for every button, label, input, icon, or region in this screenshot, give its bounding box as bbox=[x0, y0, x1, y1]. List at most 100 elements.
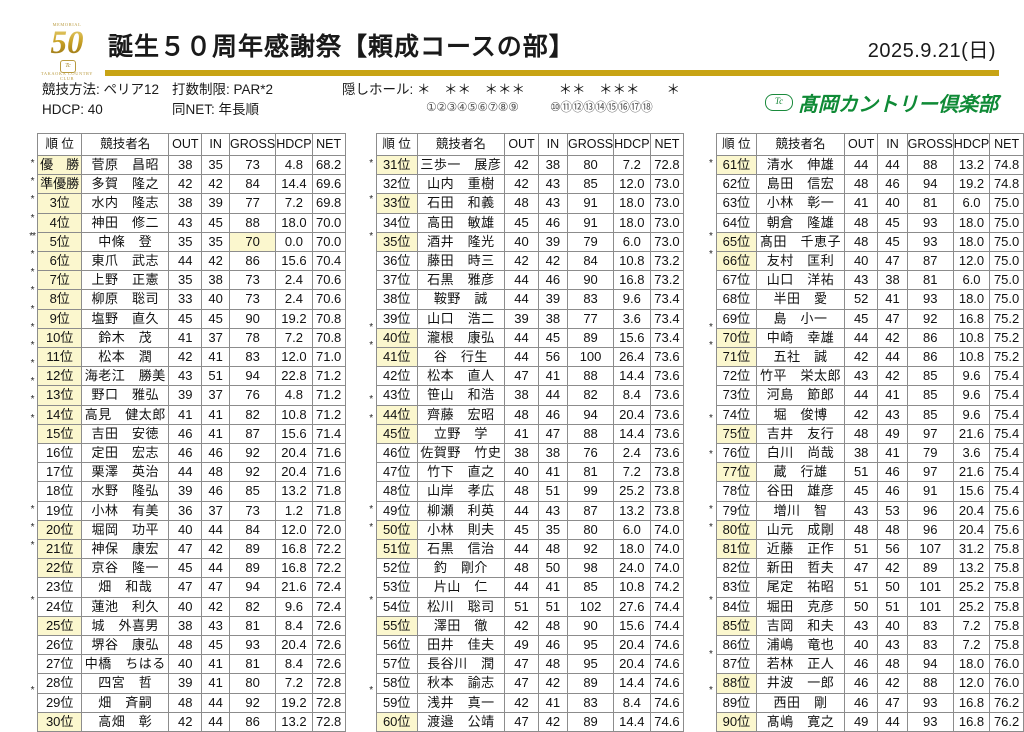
table-row[interactable]: 73位 河島 節郎 44 41 85 9.6 75.4 bbox=[715, 385, 1024, 406]
table-row[interactable]: 7位 上野 正憲 35 38 73 2.4 70.6 bbox=[37, 270, 346, 291]
table-row[interactable]: 33位 石田 和義 48 43 91 18.0 73.0 bbox=[375, 193, 685, 214]
table-row[interactable]: 50位 小林 則夫 45 35 80 6.0 74.0 bbox=[375, 519, 685, 541]
table-row[interactable]: 34位 高田 敏雄 45 46 91 18.0 73.0 bbox=[375, 212, 685, 233]
table-row[interactable]: 5位 中條 登 35 35 70 0.0 70.0 bbox=[37, 231, 346, 253]
table-row[interactable]: 27位 中橋 ちはる 40 41 81 8.4 72.6 bbox=[37, 654, 346, 675]
table-row[interactable]: 10位 鈴木 茂 41 37 78 7.2 70.8 bbox=[37, 327, 346, 349]
table-row[interactable]: 64位 朝倉 隆雄 48 45 93 18.0 75.0 bbox=[715, 212, 1024, 233]
table-row[interactable]: 36位 藤田 時三 42 42 84 10.8 73.2 bbox=[375, 251, 685, 272]
table-row[interactable]: 63位 小林 彰一 41 40 81 6.0 75.0 bbox=[715, 193, 1024, 214]
table-row[interactable]: 77位蔵 行雄 51 46 97 21.6 75.4 bbox=[715, 462, 1024, 483]
table-row[interactable]: 13位 野口 雅弘 39 37 76 4.8 71.2 bbox=[37, 385, 346, 406]
table-row[interactable]: 準優勝 多賀 隆之 42 42 84 14.4 69.6 bbox=[37, 174, 346, 195]
table-row[interactable]: 3位 水内 隆志 38 39 77 7.2 69.8 bbox=[37, 193, 346, 214]
table-row[interactable]: 41位谷 行生 44 56 100 26.4 73.6 bbox=[375, 347, 685, 368]
table-row[interactable]: 39位 山口 浩二 39 38 77 3.6 73.4 bbox=[375, 308, 685, 329]
table-row[interactable]: 71位 五社 誠 42 44 86 10.8 75.2 bbox=[715, 347, 1024, 368]
table-row[interactable]: 20位 堀岡 功平 40 44 84 12.0 72.0 bbox=[37, 519, 346, 541]
column-header-net: NET bbox=[311, 133, 346, 156]
table-row[interactable]: 28位 四宮 哲 39 41 80 7.2 72.8 bbox=[37, 673, 346, 694]
table-row[interactable]: 74位堀 俊博 42 43 85 9.6 75.4 bbox=[715, 404, 1024, 425]
cell-in: 56 bbox=[877, 539, 908, 560]
table-row[interactable]: 8位 柳原 聡司 33 40 73 2.4 70.6 bbox=[37, 289, 346, 310]
cell-gross: 86 bbox=[229, 711, 277, 732]
table-row[interactable]: 49位 柳瀬 利英 44 43 87 13.2 73.8 bbox=[375, 500, 685, 521]
cell-hdcp: 2.4 bbox=[613, 443, 651, 464]
cell-out: 47 bbox=[504, 673, 539, 694]
table-row[interactable]: 86位 浦嶋 竜也 40 43 83 7.2 75.8 bbox=[715, 635, 1024, 656]
table-row[interactable]: 31位 三歩一 展彦 42 38 80 7.2 72.8 bbox=[375, 154, 685, 176]
table-row[interactable]: 29位畑 斉嗣 48 44 92 19.2 72.8 bbox=[37, 692, 346, 713]
cell-net: 73.2 bbox=[649, 251, 685, 272]
table-row[interactable]: 57位 長谷川 潤 47 48 95 20.4 74.6 bbox=[375, 654, 685, 675]
table-row[interactable]: 90位 髙嶋 寛之 49 44 93 16.8 76.2 bbox=[715, 711, 1024, 732]
table-row[interactable]: 76位 白川 尚哉 38 41 79 3.6 75.4 bbox=[715, 443, 1024, 464]
table-row[interactable]: 55位 澤田 徹 42 48 90 15.6 74.4 bbox=[375, 615, 685, 637]
prize-marker-empty bbox=[366, 301, 376, 319]
table-row[interactable]: 44位 齊藤 宏昭 48 46 94 20.4 73.6 bbox=[375, 404, 685, 425]
table-row[interactable]: 54位 松川 聡司 51 51 102 27.6 74.4 bbox=[375, 596, 685, 617]
table-row[interactable]: 60位 渡邉 公靖 47 42 89 14.4 74.6 bbox=[375, 711, 685, 732]
table-row[interactable]: 84位 堀田 克彦 50 51 101 25.2 75.8 bbox=[715, 596, 1024, 617]
table-row[interactable]: 38位 鞍野 誠 44 39 83 9.6 73.4 bbox=[375, 289, 685, 310]
table-row[interactable]: 82位 新田 哲夫 47 42 89 13.2 75.8 bbox=[715, 558, 1024, 579]
table-row[interactable]: 88位 井波 一郎 46 42 88 12.0 76.0 bbox=[715, 673, 1024, 694]
table-row[interactable]: 79位 増川 智 43 53 96 20.4 75.6 bbox=[715, 500, 1024, 521]
table-row[interactable]: 42位 松本 直人 47 41 88 14.4 73.6 bbox=[375, 366, 685, 387]
table-row[interactable]: 65位 髙田 千恵子 48 45 93 18.0 75.0 bbox=[715, 231, 1024, 253]
table-row[interactable]: 26位 堺谷 康弘 48 45 93 20.4 72.6 bbox=[37, 635, 346, 656]
table-row[interactable]: 21位 神保 康宏 47 42 89 16.8 72.2 bbox=[37, 539, 346, 560]
table-row[interactable]: 25位城 外喜男 38 43 81 8.4 72.6 bbox=[37, 615, 346, 637]
table-row[interactable]: 58位 秋本 諭志 47 42 89 14.4 74.6 bbox=[375, 673, 685, 694]
table-row[interactable]: 56位 田井 佳夫 49 46 95 20.4 74.6 bbox=[375, 635, 685, 656]
table-row[interactable]: 85位 吉岡 和夫 43 40 83 7.2 75.8 bbox=[715, 615, 1024, 637]
table-row[interactable]: 87位 若林 正人 46 48 94 18.0 76.0 bbox=[715, 654, 1024, 675]
table-row[interactable]: 9位 塩野 直久 45 45 90 19.2 70.8 bbox=[37, 308, 346, 329]
table-row[interactable]: 優 勝菅原 昌昭 38 35 73 4.8 68.2 bbox=[37, 154, 346, 176]
table-row[interactable]: 78位 谷田 雄彦 45 46 91 15.6 75.4 bbox=[715, 481, 1024, 502]
table-row[interactable]: 48位 山岸 孝広 48 51 99 25.2 73.8 bbox=[375, 481, 685, 502]
table-row[interactable]: 6位 東爪 武志 44 42 86 15.6 70.4 bbox=[37, 251, 346, 272]
table-row[interactable]: 23位畑 和哉 47 47 94 21.6 72.4 bbox=[37, 577, 346, 598]
column-header-in: IN bbox=[537, 133, 568, 156]
table-row[interactable]: 52位釣 剛介 48 50 98 24.0 74.0 bbox=[375, 558, 685, 579]
table-row[interactable]: 69位島 小一 45 47 92 16.8 75.2 bbox=[715, 308, 1024, 329]
table-row[interactable]: 45位 立野 学 41 47 88 14.4 73.6 bbox=[375, 423, 685, 445]
table-row[interactable]: 61位 清水 伸雄 44 44 88 13.2 74.8 bbox=[715, 154, 1024, 176]
table-row[interactable]: 14位 高見 健太郎 41 41 82 10.8 71.2 bbox=[37, 404, 346, 425]
table-row[interactable]: 72位 竹平 栄太郎 43 42 85 9.6 75.4 bbox=[715, 366, 1024, 387]
table-row[interactable]: 47位 竹下 直之 40 41 81 7.2 73.8 bbox=[375, 462, 685, 483]
table-row[interactable]: 15位 吉田 安徳 46 41 87 15.6 71.4 bbox=[37, 423, 346, 445]
table-row[interactable]: 81位 近藤 正作 51 56 107 31.2 75.8 bbox=[715, 539, 1024, 560]
table-row[interactable]: 22位 京谷 隆一 45 44 89 16.8 72.2 bbox=[37, 558, 346, 579]
table-row[interactable]: 59位 浅井 真一 42 41 83 8.4 74.6 bbox=[375, 692, 685, 713]
cell-hdcp: 21.6 bbox=[952, 423, 991, 445]
table-row[interactable]: 53位 片山 仁 44 41 85 10.8 74.2 bbox=[375, 577, 685, 598]
table-row[interactable]: 32位 山内 重樹 42 43 85 12.0 73.0 bbox=[375, 174, 685, 195]
table-row[interactable]: 18位 水野 隆弘 39 46 85 13.2 71.8 bbox=[37, 481, 346, 502]
table-row[interactable]: 46位 佐賀野 竹史 38 38 76 2.4 73.6 bbox=[375, 443, 685, 464]
table-row[interactable]: 70位 中崎 幸雄 44 42 86 10.8 75.2 bbox=[715, 327, 1024, 349]
table-row[interactable]: 80位 山元 成剛 48 48 96 20.4 75.6 bbox=[715, 519, 1024, 541]
table-row[interactable]: 67位 山口 洋祐 43 38 81 6.0 75.0 bbox=[715, 270, 1024, 291]
table-row[interactable]: 30位 高畑 彰 42 44 86 13.2 72.8 bbox=[37, 711, 346, 732]
table-row[interactable]: 66位 友村 匡利 40 47 87 12.0 75.0 bbox=[715, 251, 1024, 272]
table-row[interactable]: 4位 神田 修二 43 45 88 18.0 70.0 bbox=[37, 212, 346, 233]
table-row[interactable]: 16位 定田 宏志 46 46 92 20.4 71.6 bbox=[37, 443, 346, 464]
table-row[interactable]: 68位 半田 愛 52 41 93 18.0 75.0 bbox=[715, 289, 1024, 310]
table-row[interactable]: 24位 蓮池 利久 40 42 82 9.6 72.4 bbox=[37, 596, 346, 617]
table-row[interactable]: 35位 酒井 隆光 40 39 79 6.0 73.0 bbox=[375, 231, 685, 253]
table-row[interactable]: 19位 小林 有美 36 37 73 1.2 71.8 bbox=[37, 500, 346, 521]
prize-marker: * bbox=[708, 503, 713, 515]
table-row[interactable]: 75位 吉井 友行 48 49 97 21.6 75.4 bbox=[715, 423, 1024, 445]
table-row[interactable]: 83位 尾定 祐昭 51 50 101 25.2 75.8 bbox=[715, 577, 1024, 598]
table-row[interactable]: 17位 栗澤 英治 44 48 92 20.4 71.6 bbox=[37, 462, 346, 483]
table-row[interactable]: 37位 石黒 雅彦 44 46 90 16.8 73.2 bbox=[375, 270, 685, 291]
table-row[interactable]: 62位 島田 信宏 48 46 94 19.2 74.8 bbox=[715, 174, 1024, 195]
table-row[interactable]: 43位 笹山 和浩 38 44 82 8.4 73.6 bbox=[375, 385, 685, 406]
table-row[interactable]: 11位 松本 潤 42 41 83 12.0 71.0 bbox=[37, 347, 346, 368]
table-row[interactable]: 12位 海老江 勝美 43 51 94 22.8 71.2 bbox=[37, 366, 346, 387]
table-row[interactable]: 89位 西田 剛 46 47 93 16.8 76.2 bbox=[715, 692, 1024, 713]
table-row[interactable]: 51位 石黒 信治 44 48 92 18.0 74.0 bbox=[375, 539, 685, 560]
table-row[interactable]: 40位 瀧根 康弘 44 45 89 15.6 73.4 bbox=[375, 327, 685, 349]
